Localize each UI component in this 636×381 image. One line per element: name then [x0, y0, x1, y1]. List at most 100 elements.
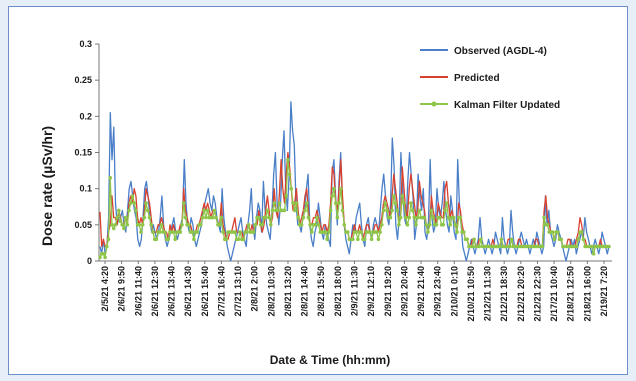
series-point — [443, 208, 447, 213]
y-axis-title: Dose rate (µSv/hr) — [39, 126, 55, 246]
series-point — [477, 244, 482, 249]
x-tick-label: 2/6/21 14:30 — [183, 266, 193, 317]
series-point — [441, 223, 446, 227]
series-point — [472, 237, 476, 242]
series-point — [257, 215, 261, 220]
x-tick-label: 2/6/21 11:40 — [133, 266, 143, 316]
x-tick-label: 2/12/21 20:20 — [516, 266, 526, 322]
series-point — [158, 230, 162, 234]
series-point — [369, 237, 374, 242]
series-point — [272, 201, 277, 205]
series-point — [310, 230, 314, 234]
x-tick-label: 2/6/21 9:50 — [117, 266, 127, 312]
series-point — [111, 226, 116, 231]
series-point — [125, 223, 130, 227]
series-point — [576, 237, 581, 242]
series-point — [407, 215, 412, 220]
series-point — [393, 201, 398, 205]
series-point — [397, 223, 401, 227]
series-point — [166, 237, 171, 242]
series-point — [438, 215, 442, 220]
series-point — [108, 176, 112, 180]
series-point — [251, 230, 256, 234]
x-tick-label: 2/8/21 15:50 — [316, 266, 326, 317]
series-point — [412, 215, 417, 220]
x-tick-label: 2/5/21 4:20 — [100, 266, 110, 312]
series-point — [330, 194, 335, 198]
series-point — [458, 215, 463, 220]
series-point — [101, 252, 106, 256]
series-point — [142, 215, 147, 220]
x-tick-label: 2/17/21 10:40 — [549, 266, 559, 322]
series-point — [299, 223, 304, 227]
series-point — [383, 201, 388, 205]
series-point — [431, 215, 435, 220]
series-point — [444, 201, 449, 205]
x-tick-label: 2/9/21 11:30 — [350, 266, 360, 316]
series-point — [202, 208, 206, 213]
x-tick-label: 2/9/21 23:40 — [433, 266, 443, 317]
series-point — [424, 223, 429, 227]
series-point — [224, 237, 229, 242]
series-point — [303, 208, 307, 213]
series-point — [192, 237, 196, 242]
series-point — [180, 223, 184, 227]
series-point — [301, 215, 306, 220]
x-tick-label: 2/19/21 7:20 — [599, 266, 609, 317]
series-point — [388, 215, 393, 220]
series-point — [253, 223, 258, 227]
series-point — [390, 208, 394, 213]
x-tick-label: 2/12/21 18:30 — [499, 266, 509, 322]
legend-item: Kalman Filter Updated — [420, 100, 560, 111]
series-point — [327, 230, 331, 234]
series-point — [403, 215, 408, 220]
legend-item: Predicted — [420, 73, 500, 84]
legend-label: Observed (AGDL-4) — [454, 46, 547, 57]
series-point — [339, 186, 343, 191]
series-point — [559, 237, 563, 242]
series-point — [426, 230, 430, 234]
series-point — [205, 208, 210, 213]
x-tick-label: 2/12/21 11:30 — [483, 266, 493, 321]
x-tick-label: 2/12/21 22:30 — [532, 266, 542, 322]
series-point — [356, 237, 360, 242]
series-point — [270, 208, 275, 213]
x-tick-label: 2/9/21 21:40 — [416, 266, 426, 317]
series-point — [362, 237, 367, 242]
series-point — [540, 244, 545, 249]
series-point — [105, 244, 109, 249]
series-point — [113, 223, 118, 227]
x-tick-label: 2/8/21 18:00 — [333, 266, 343, 317]
series-point — [267, 215, 271, 220]
series-point — [173, 237, 177, 242]
x-tick-label: 2/8/21 13:20 — [283, 266, 293, 317]
legend-marker — [431, 101, 437, 107]
series-point — [159, 223, 164, 227]
series-point — [110, 223, 114, 227]
x-tick-label: 2/8/21 2:00 — [250, 266, 260, 312]
x-tick-label: 2/6/21 12:30 — [150, 266, 160, 317]
series-point — [465, 237, 470, 242]
axes — [95, 43, 612, 264]
series-point — [550, 230, 555, 234]
series-point — [120, 223, 124, 227]
y-tick-label: 0.15 — [74, 148, 92, 158]
x-tick-label: 2/6/21 15:40 — [200, 266, 210, 317]
series-point — [200, 215, 205, 220]
series-point — [163, 230, 167, 234]
series-point — [123, 215, 128, 220]
series-point — [345, 230, 350, 234]
series-point — [265, 208, 270, 213]
legend-label: Predicted — [454, 73, 500, 84]
series-point — [552, 237, 557, 242]
series-point — [221, 230, 225, 234]
series-point — [238, 230, 242, 234]
series-point — [556, 230, 560, 234]
series-point — [405, 223, 410, 227]
series-point — [340, 208, 345, 213]
series-point — [333, 201, 338, 205]
series-point — [140, 223, 145, 227]
series-point — [103, 255, 107, 260]
series-point — [591, 252, 596, 256]
series-point — [497, 244, 502, 249]
